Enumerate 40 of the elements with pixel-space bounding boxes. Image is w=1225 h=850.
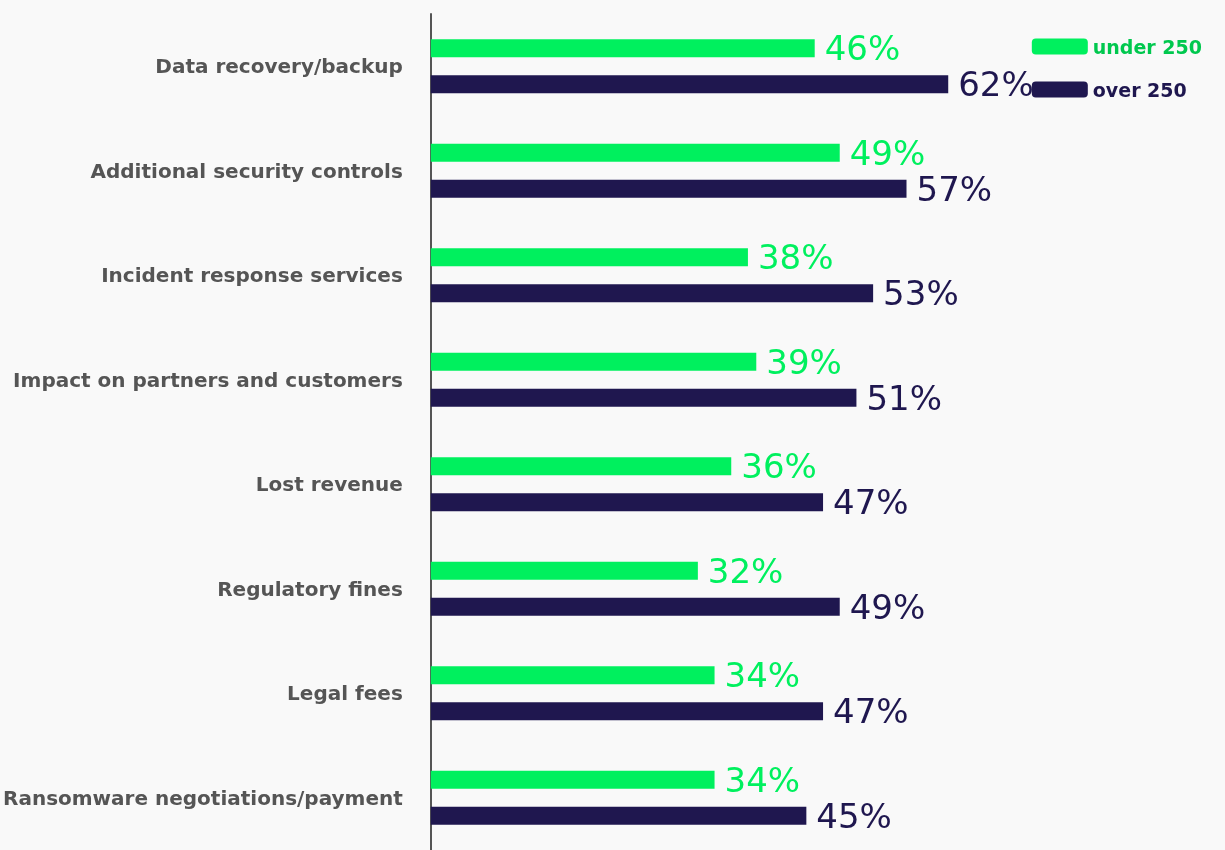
data-label: 34% <box>724 759 801 800</box>
bar <box>430 770 715 789</box>
bar <box>430 457 732 476</box>
data-label: 49% <box>849 586 926 627</box>
bar <box>430 806 807 825</box>
data-label: 34% <box>724 655 801 696</box>
data-label: 45% <box>816 795 892 836</box>
bar <box>430 561 698 580</box>
y-tick-label: Data recovery/backup <box>155 54 403 79</box>
bar <box>430 179 907 198</box>
data-label: 32% <box>707 550 784 591</box>
data-label: 38% <box>757 237 834 278</box>
bar <box>430 143 840 162</box>
data-label: 51% <box>866 377 943 418</box>
bar <box>430 284 874 303</box>
bar <box>430 39 815 58</box>
y-tick-label: Legal fees <box>287 681 403 706</box>
data-label: 39% <box>766 341 842 382</box>
y-tick-label: Incident response services <box>101 263 403 288</box>
bar <box>430 388 857 407</box>
y-tick-label: Regulatory fines <box>217 576 403 601</box>
data-label: 62% <box>958 64 1034 105</box>
data-label: 47% <box>833 691 909 732</box>
legend-label: under 250 <box>1092 35 1202 58</box>
y-tick-label: Lost revenue <box>255 472 403 497</box>
legend-label: over 250 <box>1092 78 1187 101</box>
data-label: 53% <box>883 273 959 314</box>
bar <box>430 702 824 721</box>
bar <box>430 597 840 616</box>
data-label: 46% <box>824 28 901 69</box>
bar <box>430 493 824 512</box>
bar <box>430 248 748 267</box>
y-tick-label: Impact on partners and customers <box>13 367 403 392</box>
y-tick-label: Ransomware negotiations/payment <box>3 785 404 810</box>
data-label: 36% <box>741 446 817 487</box>
y-tick-label: Additional security controls <box>90 158 403 183</box>
bar <box>430 352 757 371</box>
bar <box>430 666 715 685</box>
bar <box>430 75 949 94</box>
data-label: 47% <box>833 482 909 523</box>
